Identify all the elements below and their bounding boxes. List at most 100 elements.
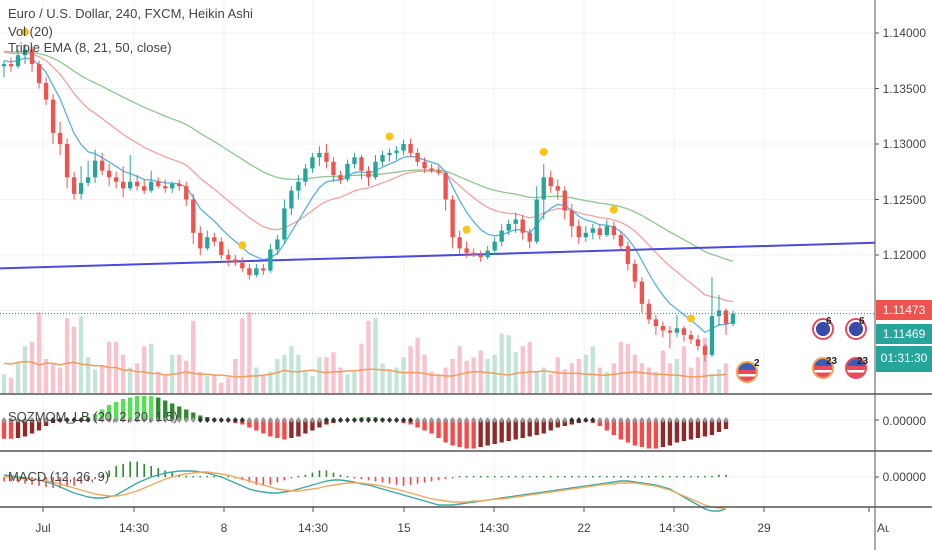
price-tick: 1.13500: [882, 82, 926, 96]
volume-bar: [15, 363, 21, 393]
squeeze-bar: [170, 403, 175, 420]
macd-hist-bar: [486, 475, 489, 478]
candle: [191, 193, 196, 244]
squeeze-bar: [191, 412, 196, 420]
us-flag-icon[interactable]: [845, 357, 867, 379]
candle-body: [429, 168, 434, 171]
squeeze-bar: [247, 420, 252, 428]
volume-bar: [254, 367, 259, 393]
squeeze-bar: [106, 405, 112, 420]
ema-legend[interactable]: Triple EMA (8, 21, 50, close): [8, 40, 172, 55]
candle-body: [135, 181, 140, 187]
squeeze-marker: [436, 417, 442, 423]
squeeze-marker: [239, 417, 245, 423]
volume-bar: [506, 335, 511, 393]
candle: [709, 277, 715, 358]
macd-hist-bar: [500, 475, 503, 478]
squeeze-marker: [162, 417, 168, 423]
squeeze-bar: [527, 420, 532, 437]
trendline[interactable]: [0, 241, 876, 270]
volume-bar: [429, 371, 434, 393]
price-tick: 1.12500: [882, 193, 926, 207]
macd-hist-bar: [395, 477, 398, 485]
volume-bar: [226, 377, 231, 393]
volume-bar: [527, 342, 532, 393]
candle-body: [43, 82, 49, 100]
volume-legend[interactable]: Vol (20): [8, 24, 53, 39]
volume-bar: [36, 312, 42, 393]
candle-body: [282, 208, 287, 240]
macd-hist-bar: [150, 466, 153, 477]
squeeze-bar: [695, 420, 701, 438]
volume-bar: [646, 367, 652, 393]
squeeze-bar: [478, 420, 483, 447]
candle-body: [541, 177, 546, 200]
candle: [485, 246, 490, 260]
candle-body: [499, 230, 504, 242]
volume-bar: [688, 367, 694, 393]
macd-hist-bar: [318, 470, 321, 477]
candle: [99, 152, 105, 176]
volume-bar: [64, 318, 70, 393]
candle-body: [85, 177, 91, 183]
macd-hist-bar: [584, 475, 587, 478]
signal-dot: [238, 241, 247, 250]
volume-bar: [541, 367, 546, 393]
volume-bar: [303, 371, 308, 393]
squeeze-legend[interactable]: SQZMOM_LB (20, 2, 20, 1.5): [8, 409, 178, 424]
bar-countdown: 01:31:30: [876, 346, 932, 372]
candle-body: [359, 157, 364, 171]
candle-body: [142, 186, 147, 191]
candle-body: [275, 239, 280, 250]
volume-bar: [191, 320, 196, 393]
macd-hist-bar: [80, 477, 82, 484]
ema-21-line: [3, 51, 734, 303]
candle-body: [324, 152, 329, 162]
candle-body: [303, 168, 308, 182]
macd-legend[interactable]: MACD (12, 26, 9): [8, 469, 110, 484]
macd-hist-bar: [613, 475, 615, 478]
macd-hist-bar: [367, 477, 370, 481]
candle-body: [219, 241, 224, 255]
us-flag-icon[interactable]: [736, 361, 758, 383]
volume-bar: [219, 382, 224, 393]
volume-bar: [618, 342, 624, 393]
candle-body: [478, 255, 483, 258]
symbol-title[interactable]: Euro / U.S. Dollar, 240, FXCM, Heikin As…: [8, 6, 253, 21]
volume-bar: [632, 354, 638, 393]
volume-bar: [331, 352, 336, 393]
macd-hist-bar: [311, 472, 314, 477]
squeeze-marker: [485, 417, 491, 423]
squeeze-marker: [457, 417, 463, 423]
macd-hist-bar: [402, 477, 405, 486]
macd-hist-bar: [227, 475, 230, 478]
macd-hist-bar: [718, 474, 720, 477]
squeeze-marker: [64, 417, 70, 423]
macd-hist-bar: [87, 477, 89, 482]
candle: [113, 171, 119, 189]
candle: [36, 60, 42, 89]
macd-hist-bar: [620, 475, 622, 478]
squeeze-marker: [29, 417, 35, 423]
candle-body: [632, 263, 638, 282]
macd-hist-bar: [157, 468, 160, 477]
eu-flag-icon[interactable]: [812, 318, 834, 340]
eu-flag-icon[interactable]: [845, 318, 867, 340]
squeeze-marker: [541, 417, 547, 423]
squeeze-marker: [316, 417, 322, 423]
squeeze-marker: [71, 417, 77, 423]
volume-bar: [653, 371, 659, 393]
candle: [92, 149, 98, 183]
candle: [1, 60, 7, 78]
macd-hist-bar: [662, 475, 664, 478]
candle-body: [457, 237, 462, 249]
volume-bar: [401, 357, 406, 393]
squeeze-bar: [310, 420, 315, 431]
macd-hist-bar: [388, 477, 391, 484]
macd-hist-bar: [627, 475, 629, 478]
us-flag-icon[interactable]: [812, 357, 834, 379]
squeeze-marker: [36, 417, 42, 423]
candle-body: [730, 313, 736, 324]
